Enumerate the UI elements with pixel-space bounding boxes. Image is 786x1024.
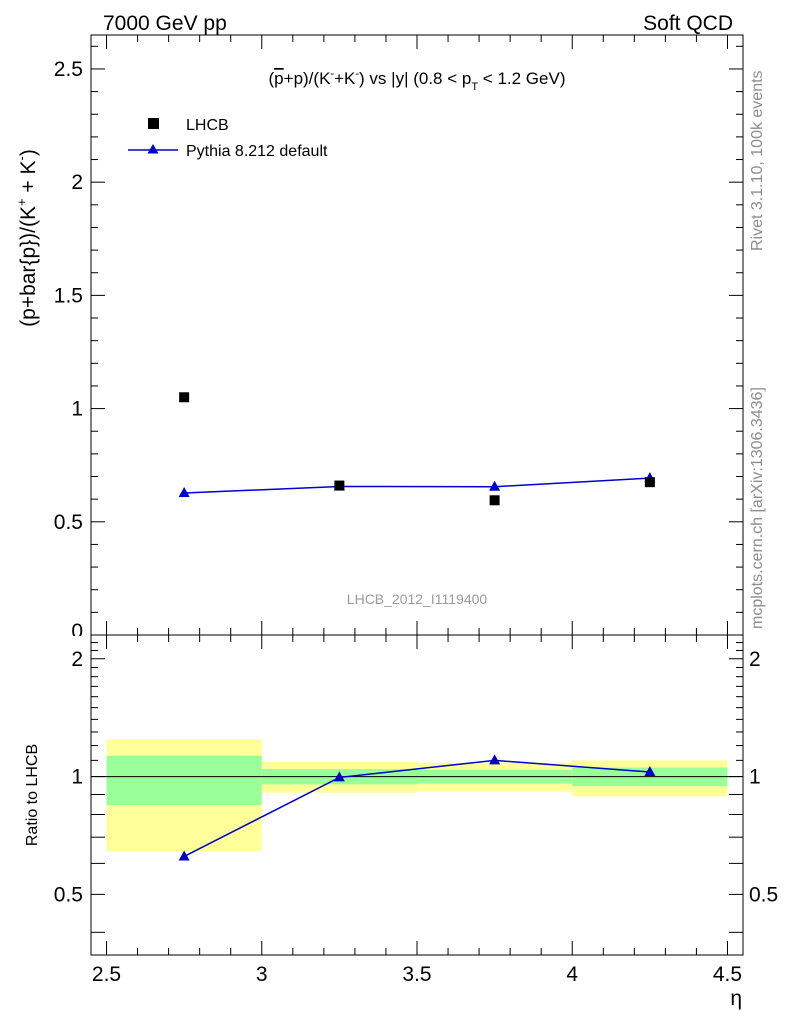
main-y-tick-label: 1 <box>71 398 83 421</box>
ratio-y-tick-label-right: 2 <box>749 648 761 671</box>
legend-label-pythia: Pythia 8.212 default <box>186 143 328 160</box>
pythia-series-line <box>184 477 650 494</box>
main-y-tick-label: 2 <box>71 171 83 194</box>
main-y-tick-label: 0.5 <box>54 511 83 534</box>
main-y-label: (p+bar{p})/(K+ + K-) <box>14 149 40 327</box>
ratio-y-tick-label-right: 1 <box>749 766 761 789</box>
ratio-series-line <box>183 759 650 858</box>
legend-marker-pythia <box>147 144 159 154</box>
ratio-y-tick-label-left: 0.5 <box>54 883 83 906</box>
header-left: 7000 GeV pp <box>103 12 227 35</box>
ratio-point <box>489 754 501 765</box>
main-y-tick-label: 2.5 <box>54 58 83 81</box>
x-axis-label: η <box>730 987 742 1010</box>
main-y-tick-label: 0 <box>71 620 83 643</box>
ratio-panel: 0.5 0.5 1 1 2 2 2.5 3 3.5 4 4.5 Ratio to LHCB η <box>24 634 778 1010</box>
ratio-point <box>333 771 345 782</box>
main-panel: 0.5 1 1.5 2 2.5 0 (p+p)/(K-+K-) vs |y| (0.8 <… <box>14 34 744 652</box>
ratio-y-label: Ratio to LHCB <box>24 744 41 846</box>
main-y-tick-label: 1.5 <box>54 284 83 307</box>
ratio-band-inner <box>106 755 262 806</box>
lhcb-point <box>644 477 655 488</box>
lhcb-point <box>489 495 500 506</box>
lhcb-point <box>334 480 345 491</box>
rivet-label: Rivet 3.1.10, 100k events <box>749 70 766 251</box>
ratio-x-axis: 2.5 3 3.5 4 4.5 <box>92 635 742 986</box>
ratio-y-axis: 0.5 0.5 1 1 2 2 <box>54 642 778 933</box>
pythia-point <box>489 480 501 491</box>
lhcb-point <box>179 392 190 403</box>
main-plot-marks <box>178 392 656 506</box>
main-title: (p+p)/(K-+K-) vs |y| (0.8 < pT < 1.2 GeV… <box>269 68 566 93</box>
main-y-axis: 0.5 1 1.5 2 2.5 0 <box>54 45 743 652</box>
legend: LHCB Pythia 8.212 default <box>128 117 328 160</box>
ratio-point <box>178 850 190 861</box>
x-tick-label: 4 <box>566 963 578 986</box>
x-tick-label: 2.5 <box>92 963 121 986</box>
main-x-ticks <box>106 35 728 635</box>
ratio-y-tick-label-right: 0.5 <box>749 883 778 906</box>
ratio-y-tick-label-left: 1 <box>71 766 83 789</box>
legend-label-lhcb: LHCB <box>186 117 229 134</box>
ratio-uncertainty-bands <box>106 739 728 852</box>
label-clip <box>60 636 90 652</box>
ratio-plot-marks <box>178 754 656 861</box>
legend-marker-lhcb <box>148 118 159 129</box>
x-tick-label: 3 <box>256 963 268 986</box>
ratio-point <box>644 766 656 777</box>
x-tick-label: 3.5 <box>402 963 431 986</box>
mcplots-label: mcplots.cern.ch [arXiv:1306.3436] <box>749 387 766 629</box>
analysis-watermark: LHCB_2012_I1119400 <box>347 591 488 607</box>
x-tick-label: 4.5 <box>713 963 742 986</box>
header-right: Soft QCD <box>643 12 733 35</box>
ratio-y-tick-label-left: 2 <box>71 648 83 671</box>
pythia-point <box>178 487 190 498</box>
